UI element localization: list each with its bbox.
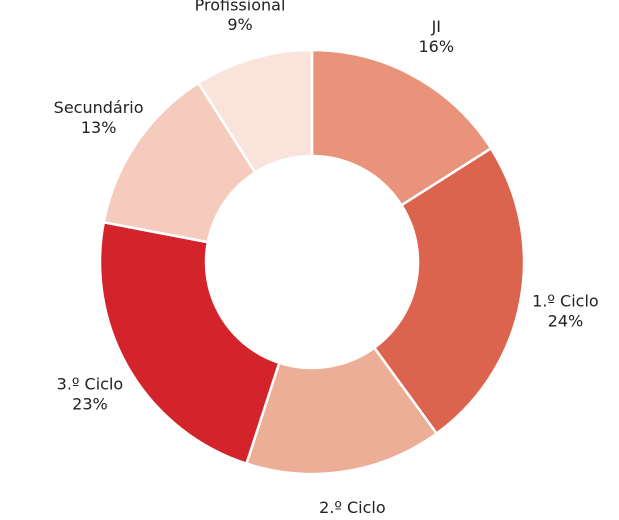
slice xyxy=(244,346,439,476)
slice-label: 2.º Ciclo xyxy=(319,498,386,517)
slice xyxy=(196,48,314,175)
slice xyxy=(372,146,526,436)
slice xyxy=(98,220,281,466)
slice-label: JI xyxy=(431,17,441,36)
slice-label: 3.º Ciclo xyxy=(57,374,124,393)
slice xyxy=(310,48,493,207)
slice-value: 23% xyxy=(72,394,108,413)
slice-value: 13% xyxy=(81,118,117,137)
slice-label: Secundário xyxy=(54,98,144,117)
slice-label: 1.º Ciclo xyxy=(532,291,599,310)
slice-label: Profissional xyxy=(195,0,286,14)
slice-value: 16% xyxy=(419,37,455,56)
slice-value: 9% xyxy=(227,15,252,34)
slice-value: 24% xyxy=(548,311,584,330)
slice-value: 15% xyxy=(335,518,371,520)
